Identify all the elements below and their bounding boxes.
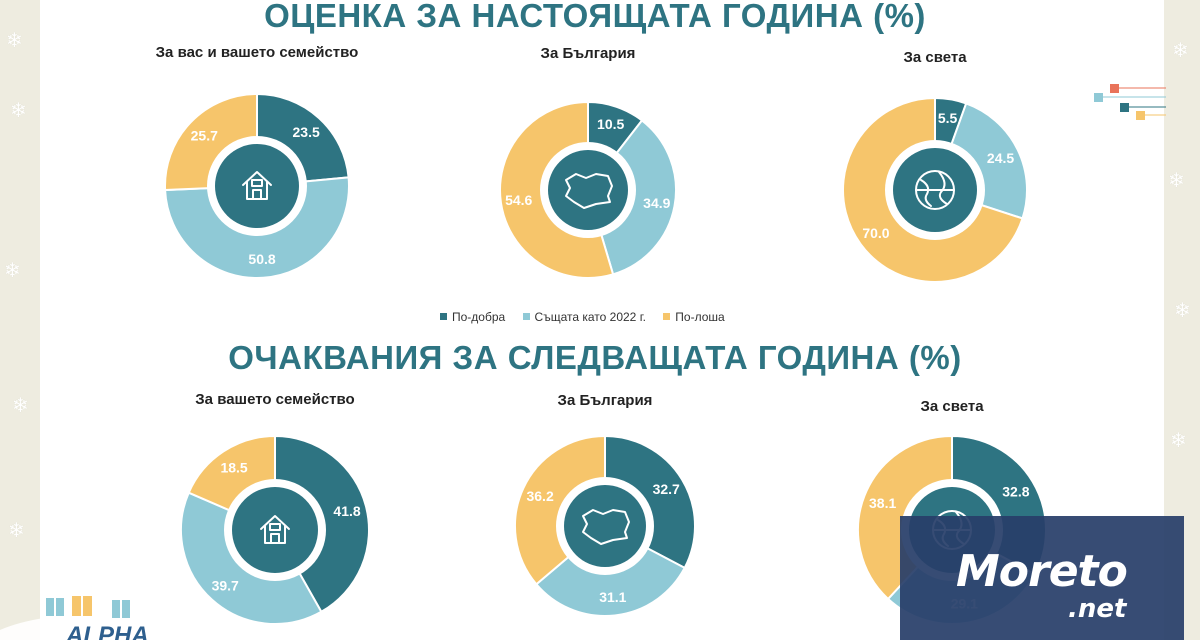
legend-item-better: По-добра xyxy=(440,309,505,325)
snowflake-icon: ❄ xyxy=(10,98,27,122)
donut-chart: 41.8 39.7 18.5 xyxy=(180,434,370,625)
data-label: 5.5 xyxy=(938,110,958,126)
house-icon xyxy=(260,515,290,544)
snowflake-icon: ❄ xyxy=(1174,298,1191,322)
snowflake-icon: ❄ xyxy=(1168,168,1185,192)
chart-title: За България xyxy=(557,392,653,409)
section1-title: ОЦЕНКА ЗА НАСТОЯЩАТА ГОДИНА (%) xyxy=(264,0,926,34)
data-label: 23.5 xyxy=(293,124,320,140)
snowflake-icon: ❄ xyxy=(6,28,23,52)
legend: По-добра Същата като 2022 г. По-лоша xyxy=(440,309,760,325)
section2-title: ОЧАКВАНИЯ ЗА СЛЕДВАЩАТА ГОДИНА (%) xyxy=(228,339,962,376)
data-label: 41.8 xyxy=(333,503,360,519)
moreto-logo-text: Moreto xyxy=(956,546,1128,597)
data-label: 10.5 xyxy=(597,116,624,132)
data-label: 31.1 xyxy=(599,589,626,605)
data-label: 24.5 xyxy=(987,150,1014,166)
chart-title: За България xyxy=(540,45,636,62)
chart-title: За вашето семейство xyxy=(195,391,355,408)
moreto-watermark: Moreto .net xyxy=(900,516,1184,640)
decorative-squares xyxy=(1094,84,1166,120)
data-label: 70.0 xyxy=(862,225,889,241)
chart-title: За вас и вашето семейство xyxy=(155,44,359,61)
data-label: 25.7 xyxy=(191,128,218,144)
donut-chart: 23.5 50.8 25.7 xyxy=(164,92,350,279)
bulgaria-map-icon xyxy=(582,509,630,545)
snowflake-icon: ❄ xyxy=(1170,428,1187,452)
legend-label: По-лоша xyxy=(675,310,725,324)
alpha-logo: ALPHA xyxy=(0,596,200,640)
data-label: 36.2 xyxy=(526,488,553,504)
data-label: 39.7 xyxy=(212,577,239,593)
right-decor-strip: ❄ ❄ ❄ ❄ xyxy=(1164,0,1200,640)
data-label: 18.5 xyxy=(220,460,247,476)
donut-center xyxy=(548,150,628,230)
house-icon xyxy=(242,171,272,200)
legend-swatch xyxy=(522,313,530,321)
data-label: 50.8 xyxy=(248,251,275,267)
chart-title: За света xyxy=(903,49,967,66)
data-label: 32.7 xyxy=(653,481,680,497)
snowflake-icon: ❄ xyxy=(4,258,21,282)
bulgaria-map-icon xyxy=(565,173,613,209)
chart-title: За света xyxy=(920,398,984,415)
snowflake-icon: ❄ xyxy=(12,393,29,417)
legend-item-worse: По-лоша xyxy=(663,309,725,325)
donut-center xyxy=(564,485,646,567)
legend-swatch xyxy=(440,313,447,321)
data-label: 32.8 xyxy=(1002,484,1029,500)
data-label: 54.6 xyxy=(505,192,532,208)
snowflake-icon: ❄ xyxy=(1172,38,1189,62)
donut-chart: 32.7 31.1 36.2 xyxy=(514,434,696,617)
legend-item-same: Същата като 2022 г. xyxy=(522,309,646,325)
donut-chart: 10.5 34.9 54.6 xyxy=(499,100,677,279)
legend-label: По-добра xyxy=(452,310,506,324)
alpha-logo-text: ALPHA xyxy=(65,622,149,640)
snowflake-icon: ❄ xyxy=(8,518,25,542)
left-decor-strip: ❄ ❄ ❄ ❄ ❄ xyxy=(0,0,40,640)
globe-icon xyxy=(915,170,955,210)
donut-chart: 5.5 24.5 70.0 xyxy=(842,96,1028,283)
moreto-logo-sub: .net xyxy=(1068,594,1127,624)
legend-swatch xyxy=(663,313,671,321)
data-label: 34.9 xyxy=(643,195,670,211)
legend-label: Същата като 2022 г. xyxy=(534,310,646,324)
data-label: 38.1 xyxy=(869,495,896,511)
